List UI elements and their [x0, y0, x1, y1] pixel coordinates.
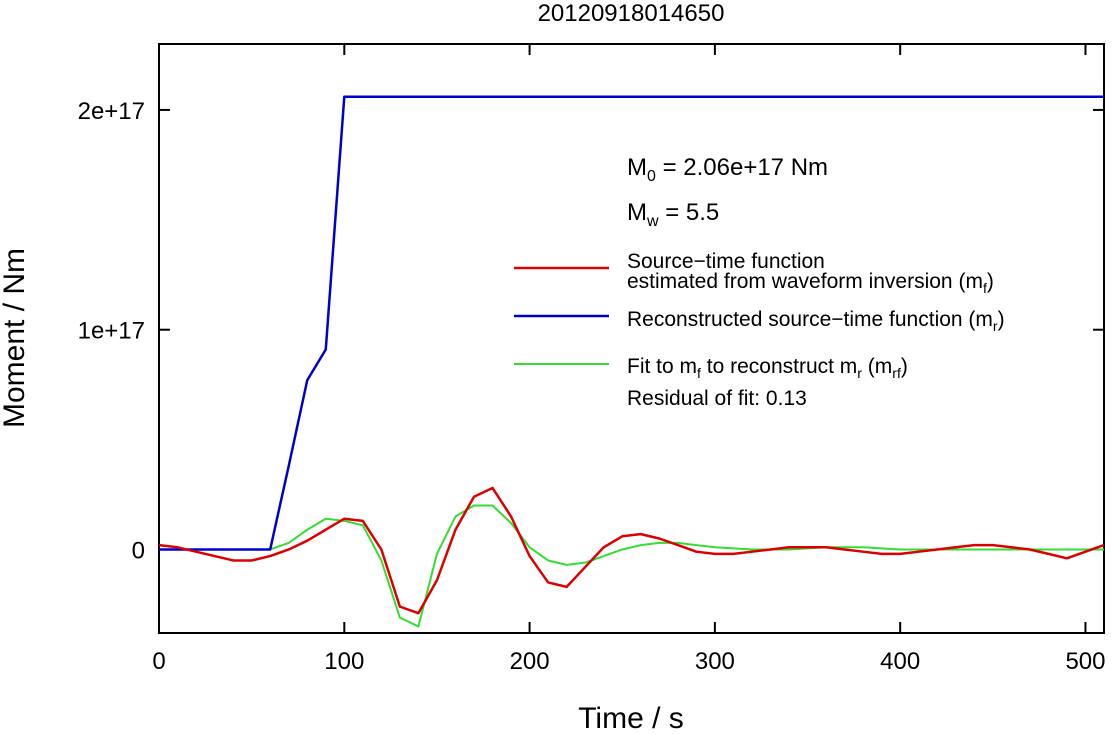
series-layer — [158, 95, 1105, 628]
y-axis-title: Moment / Nm — [0, 248, 31, 428]
m0-annotation: M0 = 2.06e+17 Nm — [627, 154, 828, 185]
x-tick-label: 200 — [510, 648, 550, 675]
legend-label-mf-line2: estimated from waveform inversion (mf) — [627, 270, 994, 296]
mw-annotation: Mw = 5.5 — [627, 199, 719, 230]
x-axis-title: Time / s — [578, 702, 684, 734]
m0-subscript: 0 — [647, 168, 656, 185]
axes: 0 100 200 300 400 500 0 1e+17 2e+17 — [78, 44, 1105, 675]
x-tick-label: 100 — [324, 648, 364, 675]
legend-label-mrf: Fit to mf to reconstruct mr (mrf) — [627, 355, 908, 381]
series-line-mf — [158, 486, 1105, 615]
residual-annotation: Residual of fit: 0.13 — [627, 387, 807, 410]
legend-label-mf-line1: Source−time function — [627, 250, 825, 273]
m0-value: = 2.06e+17 Nm — [656, 154, 828, 181]
mw-subscript: w — [646, 213, 659, 230]
m0-symbol: M — [627, 154, 647, 181]
x-tick-label: 500 — [1065, 648, 1105, 675]
x-tick-label: 300 — [695, 648, 735, 675]
mw-value: = 5.5 — [659, 199, 720, 226]
y-tick-label: 1e+17 — [78, 318, 145, 345]
plot-frame — [158, 43, 1105, 634]
y-tick-label: 0 — [132, 537, 145, 564]
series-line-mr — [159, 95, 1104, 551]
y-tick-label: 2e+17 — [78, 98, 145, 125]
legend-label-mr: Reconstructed source−time function (mr) — [627, 308, 1005, 334]
x-tick-label: 0 — [152, 648, 165, 675]
chart-title: 20120918014650 — [538, 0, 725, 27]
x-tick-label: 400 — [880, 648, 920, 675]
series-line-mrf — [159, 504, 1104, 628]
legend: Source−time function estimated from wave… — [514, 250, 1005, 410]
mw-symbol: M — [627, 199, 647, 226]
